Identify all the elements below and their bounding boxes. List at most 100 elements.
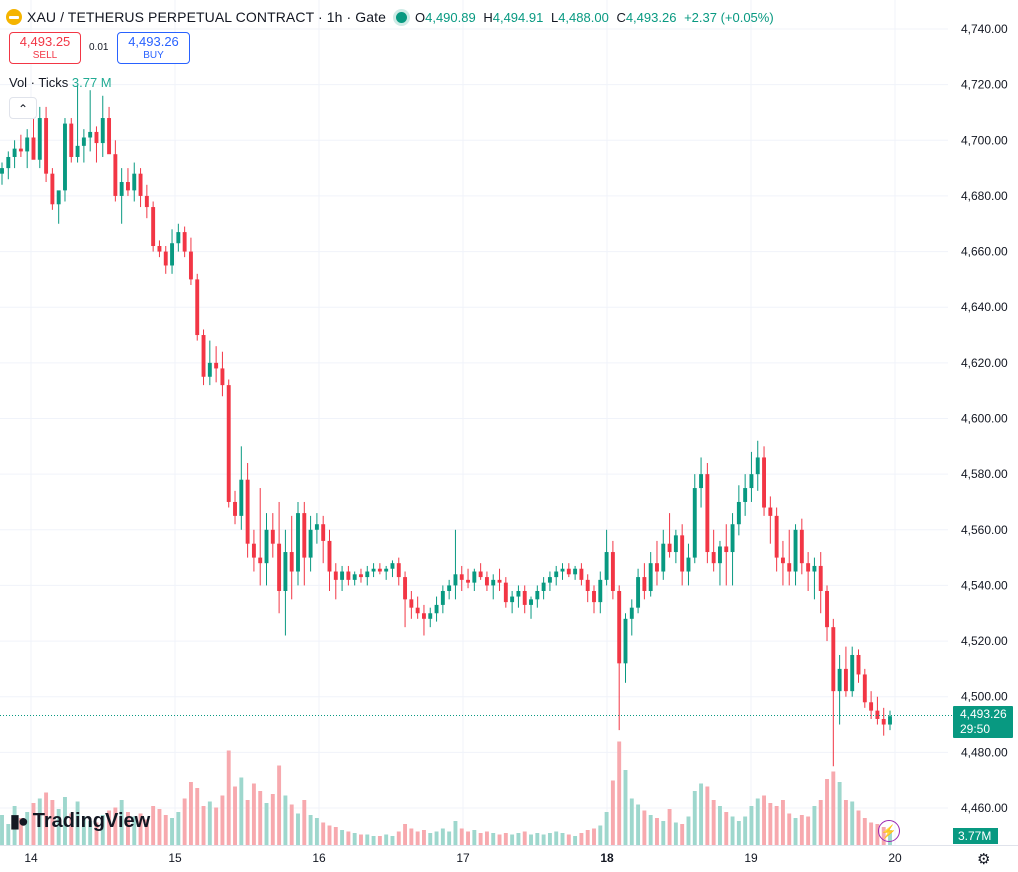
volume-bar xyxy=(862,818,867,845)
candle-body xyxy=(673,535,678,553)
volume-bar xyxy=(333,827,338,845)
time-tick-label: 18 xyxy=(600,851,614,865)
candle-body xyxy=(472,571,477,583)
volume-bar xyxy=(686,816,691,845)
volume-bar xyxy=(718,806,722,845)
volume-bar xyxy=(655,818,659,845)
candle-body xyxy=(157,246,162,252)
collapse-chevron-icon[interactable]: ⌃ xyxy=(9,97,37,119)
spread-value: 0.01 xyxy=(89,42,109,53)
buy-button[interactable]: 4,493.26 BUY xyxy=(117,32,190,64)
volume-bar xyxy=(648,815,653,845)
volume-bar xyxy=(768,803,773,845)
candle-body xyxy=(283,552,288,591)
volume-bar xyxy=(37,798,42,845)
lightning-icon[interactable]: ⚡ xyxy=(878,820,900,842)
candle-body xyxy=(31,137,36,160)
symbol-title[interactable]: XAU / TETHERUS PERPETUAL CONTRACT · 1h ·… xyxy=(27,9,386,25)
candle-body xyxy=(88,131,93,138)
candle-body xyxy=(560,568,565,572)
candle-body xyxy=(869,702,874,711)
candle-body xyxy=(623,618,628,664)
candle-body xyxy=(522,590,527,605)
candle-body xyxy=(585,579,590,591)
candle-body xyxy=(661,543,666,572)
volume-bar xyxy=(780,800,785,845)
volume-bar xyxy=(226,750,231,845)
volume-bar xyxy=(604,812,609,845)
candle-body xyxy=(699,474,704,489)
open-value: 4,490.89 xyxy=(425,9,476,25)
volume-bar xyxy=(774,806,779,845)
candle-body xyxy=(812,565,817,572)
candle-body xyxy=(825,590,829,628)
volume-bar xyxy=(138,813,143,845)
candle-body xyxy=(138,173,143,196)
price-tick-label: 4,580.00 xyxy=(961,467,1008,481)
volume-bar xyxy=(579,833,584,845)
candle-body xyxy=(50,173,55,205)
volume-bar xyxy=(510,834,515,845)
candle-body xyxy=(837,668,842,692)
candle-body xyxy=(75,145,80,157)
time-axis[interactable]: 14 15 16 17 18 19 20 xyxy=(24,851,902,865)
candle-body xyxy=(245,479,250,544)
candle-body xyxy=(680,535,685,572)
candlesticks xyxy=(0,84,892,767)
volume-bar xyxy=(270,794,275,845)
volume-tag: 3.77M xyxy=(953,828,998,844)
live-status-icon xyxy=(395,11,407,23)
candle-body xyxy=(321,524,326,541)
volume-bar xyxy=(466,831,470,845)
candle-body xyxy=(762,457,766,508)
candle-body xyxy=(144,195,149,208)
candle-body xyxy=(818,565,823,591)
volume-bar xyxy=(384,834,389,845)
candle-body xyxy=(592,590,596,603)
candle-body xyxy=(566,568,571,575)
volume-bar xyxy=(321,822,326,845)
volume-bar xyxy=(207,801,212,845)
volume-legend-label: Vol · Ticks xyxy=(9,75,69,90)
volume-bar xyxy=(258,791,263,845)
volume-bar xyxy=(554,831,559,845)
candle-body xyxy=(270,529,275,544)
candle-body xyxy=(390,563,395,569)
volume-bar xyxy=(126,812,130,845)
volume-bar xyxy=(132,816,137,845)
price-tick-label: 4,660.00 xyxy=(961,245,1008,259)
volume-bar xyxy=(88,821,93,845)
candle-body xyxy=(843,668,848,692)
price-axis[interactable]: 4,740.00 4,720.00 4,700.00 4,680.00 4,660.00… xyxy=(961,22,1008,815)
candle-body xyxy=(18,148,23,152)
volume-bar xyxy=(825,779,829,845)
volume-bar xyxy=(522,831,527,845)
sell-button[interactable]: 4,493.25 SELL xyxy=(9,32,81,64)
volume-bar xyxy=(296,813,300,845)
volume-bar xyxy=(377,836,382,845)
volume-bar xyxy=(75,801,80,845)
candle-body xyxy=(434,604,439,614)
settings-gear-icon[interactable]: ⚙ xyxy=(977,851,991,868)
tradingview-logo[interactable]: ▮● TradingView xyxy=(10,810,150,833)
candle-body xyxy=(831,627,836,692)
candle-body xyxy=(226,385,231,502)
candle-body xyxy=(793,529,798,572)
volume-bar xyxy=(642,810,647,845)
candle-body xyxy=(63,123,67,191)
time-tick-label: 17 xyxy=(456,851,470,865)
candle-body xyxy=(447,585,452,591)
volume-bar xyxy=(113,807,118,845)
candle-body xyxy=(604,552,609,580)
volume-bar xyxy=(818,800,823,845)
price-tick-label: 4,680.00 xyxy=(961,189,1008,203)
candle-body xyxy=(132,173,137,191)
volume-bar xyxy=(107,810,112,845)
candle-body xyxy=(151,207,156,247)
candle-body xyxy=(573,568,578,575)
candle-body xyxy=(371,568,376,572)
volume-bar xyxy=(188,782,193,845)
volume-legend[interactable]: Vol · Ticks 3.77 M xyxy=(9,75,112,90)
volume-bar xyxy=(220,795,225,845)
